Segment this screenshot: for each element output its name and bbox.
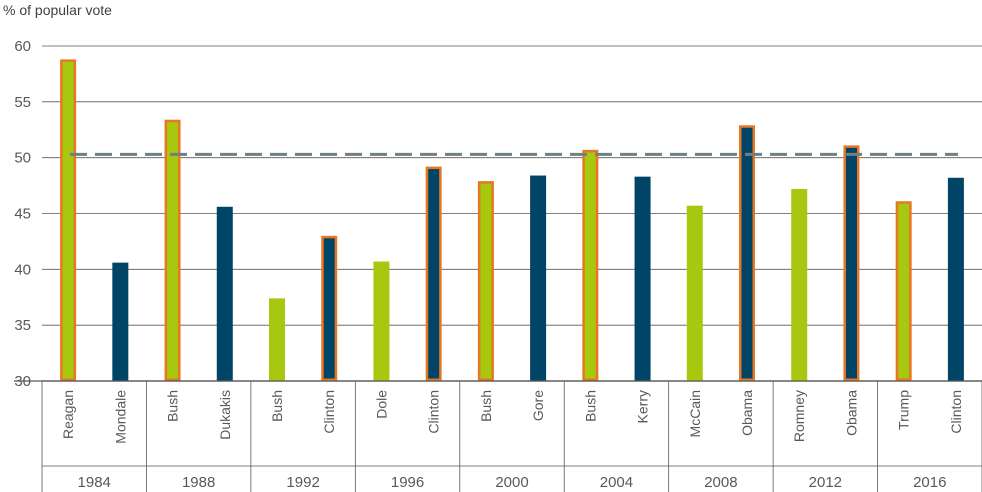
year-label: 1988 <box>182 474 215 491</box>
candidate-label: Reagan <box>60 390 76 439</box>
bar-2008-mccain <box>686 205 703 381</box>
bars <box>60 59 964 382</box>
candidate-label: Clinton <box>426 390 442 434</box>
bar-2016-trump <box>895 201 912 381</box>
category-labels: Reagan Mondale 1984 Bush Dukakis 1988 Bush Clin… <box>14 380 982 492</box>
bar-2004-kerry <box>634 176 651 381</box>
bar-2012-obama <box>843 145 860 381</box>
candidate-label: Clinton <box>321 390 337 434</box>
y-tick-label: 55 <box>14 94 31 111</box>
bar-1984-reagan <box>60 59 77 382</box>
candidate-label: Obama <box>739 390 755 436</box>
year-label: 2008 <box>704 474 737 491</box>
bar-1992-clinton <box>321 235 338 381</box>
candidate-label: Mondale <box>112 390 128 444</box>
bar-1996-dole <box>373 261 390 381</box>
candidate-label: Clinton <box>948 390 964 434</box>
candidate-label: Bush <box>582 390 598 422</box>
year-label: 1996 <box>391 474 424 491</box>
candidate-label: Bush <box>478 390 494 422</box>
y-axis-label: % of popular vote <box>3 2 112 18</box>
bar-2000-gore <box>530 175 547 381</box>
bar-2012-romney <box>791 188 808 381</box>
bar-1988-dukakis <box>216 206 233 381</box>
candidate-label: Bush <box>269 390 285 422</box>
year-label: 1984 <box>78 474 111 491</box>
bar-1996-clinton <box>425 166 442 381</box>
bar-2000-bush <box>477 181 494 381</box>
bar-2008-obama <box>739 125 755 381</box>
candidate-label: Romney <box>791 390 807 442</box>
candidate-label: Dole <box>373 390 389 419</box>
y-tick-label: 35 <box>14 317 31 334</box>
candidate-label: Trump <box>896 390 912 430</box>
candidate-label: Dukakis <box>217 390 233 440</box>
bar-2016-clinton <box>947 177 964 381</box>
y-tick-label: 50 <box>14 150 31 167</box>
bar-1988-bush <box>164 119 181 381</box>
candidate-label: McCain <box>687 390 703 437</box>
bar-2004-bush <box>582 149 599 381</box>
y-tick-label: 45 <box>14 206 31 223</box>
year-label: 1992 <box>286 474 319 491</box>
candidate-label: Kerry <box>635 390 651 423</box>
year-label: 2000 <box>495 474 528 491</box>
year-label: 2004 <box>600 474 633 491</box>
candidate-label: Bush <box>165 390 181 422</box>
y-tick-label: 60 <box>14 38 31 55</box>
year-label: 2012 <box>809 474 842 491</box>
candidate-label: Gore <box>530 390 546 421</box>
year-label: 2016 <box>913 474 946 491</box>
bar-1992-bush <box>269 298 285 381</box>
bar-1984-mondale <box>112 262 129 381</box>
candidate-label: Obama <box>843 390 859 436</box>
y-tick-label: 40 <box>14 261 31 278</box>
